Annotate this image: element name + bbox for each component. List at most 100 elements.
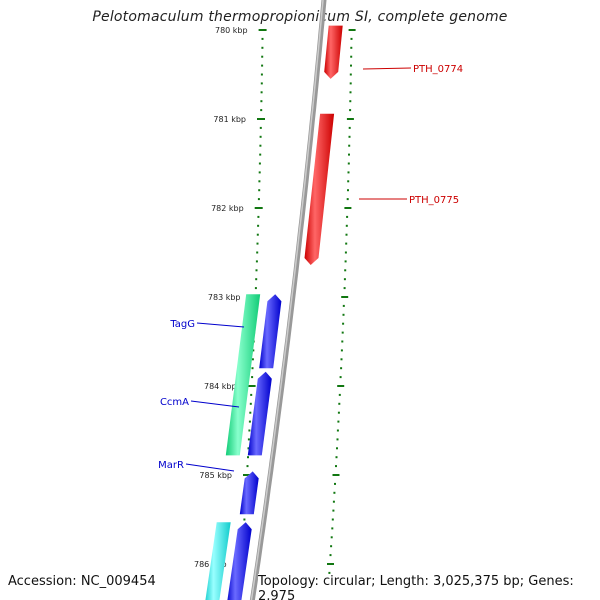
- gene-label-leader: [362, 67, 412, 70]
- cyan-feature-band: [205, 522, 231, 600]
- pth-0774-feature: [324, 25, 343, 79]
- scale-dot-outer: [331, 527, 334, 530]
- scale-dot-inner: [251, 376, 254, 379]
- scale-dot-outer: [342, 313, 345, 316]
- scale-dot-outer: [340, 367, 343, 370]
- scale-dot-outer: [344, 251, 347, 254]
- scale-dot-inner: [256, 242, 259, 245]
- scale-tick-label: 780 kbp: [215, 26, 248, 35]
- scale-dot-inner: [247, 438, 250, 441]
- scale-dot-inner: [261, 46, 264, 49]
- scale-dot-outer: [346, 198, 349, 201]
- backbone-highlight: [250, 0, 324, 600]
- topology-label: Topology: circular; Length: 3,025,375 bp…: [258, 574, 600, 600]
- scale-dot-outer: [341, 331, 344, 334]
- tagg-feature: [259, 294, 282, 369]
- scale-dot-outer: [330, 545, 333, 548]
- scale-dot-inner: [248, 420, 251, 423]
- scale-dot-inner: [259, 135, 262, 138]
- scale-dot-outer: [349, 73, 352, 76]
- scale-dot-inner: [260, 109, 263, 112]
- scale-dot-inner: [259, 144, 262, 147]
- scale-dot-outer: [350, 55, 353, 58]
- scale-dot-inner: [246, 465, 249, 468]
- ccma-feature: [247, 371, 272, 456]
- scale-tick-label: 783 kbp: [208, 293, 241, 302]
- scale-dot-outer: [336, 429, 339, 432]
- scale-tick-label: 784 kbp: [204, 382, 237, 391]
- scale-dot-outer: [349, 91, 352, 94]
- scale-dot-outer: [338, 402, 341, 405]
- scale-dot-outer: [345, 224, 348, 227]
- scale-dot-outer: [328, 571, 331, 574]
- scale-dot-inner: [251, 358, 254, 361]
- scale-dot-inner: [243, 474, 251, 476]
- scale-dot-outer: [344, 269, 347, 272]
- scale-dot-outer: [350, 37, 353, 40]
- scale-dot-outer: [348, 126, 351, 129]
- scale-dot-outer: [347, 180, 350, 183]
- scale-dot-outer: [337, 420, 340, 423]
- scale-dot-inner: [256, 251, 259, 254]
- scale-dot-inner: [261, 37, 264, 40]
- scale-tick-label: 785 kbp: [199, 471, 232, 480]
- scale-dot-outer: [336, 438, 339, 441]
- scale-dot-outer: [339, 376, 342, 379]
- scale-dot-outer: [343, 287, 346, 290]
- backbone-arc: [249, 0, 327, 600]
- scale-dot-outer: [337, 385, 345, 387]
- scale-dot-inner: [258, 180, 261, 183]
- scale-dot-outer: [350, 46, 353, 49]
- unnamed-feature: [227, 522, 252, 600]
- gene-label: PTH_0775: [409, 195, 459, 206]
- scale-dot-outer: [340, 349, 343, 352]
- scale-dot-outer: [346, 118, 354, 120]
- scale-dot-outer: [338, 393, 341, 396]
- scale-dot-outer: [347, 162, 350, 165]
- scale-dot-inner: [257, 198, 260, 201]
- scale-dot-inner: [258, 162, 261, 165]
- scale-dot-inner: [255, 278, 258, 281]
- scale-dot-outer: [344, 260, 347, 263]
- gene-label: MarR: [158, 460, 184, 471]
- scale-tick-label: 781 kbp: [213, 115, 246, 124]
- scale-dot-outer: [329, 554, 332, 557]
- scale-dot-outer: [348, 144, 351, 147]
- scale-dot-inner: [254, 287, 257, 290]
- scale-dot-outer: [331, 518, 334, 521]
- scale-dot-outer: [345, 242, 348, 245]
- scale-dot-inner: [258, 189, 261, 192]
- scale-dot-inner: [251, 367, 254, 370]
- scale-dot-outer: [341, 296, 349, 298]
- scale-dot-outer: [327, 563, 334, 565]
- gene-label: CcmA: [160, 397, 189, 408]
- scale-dot-outer: [333, 491, 336, 494]
- scale-dot-inner: [257, 224, 260, 227]
- scale-dot-outer: [346, 215, 349, 218]
- scale-dot-inner: [249, 402, 252, 405]
- scale-dot-inner: [248, 429, 251, 432]
- scale-dot-inner: [247, 447, 250, 450]
- scale-dot-inner: [247, 385, 256, 387]
- scale-dot-inner: [260, 91, 263, 94]
- scale-dot-inner: [261, 64, 264, 67]
- scale-dot-outer: [349, 82, 352, 85]
- scale-tick-label: 786 kbp: [194, 560, 227, 569]
- gene-label: TagG: [169, 319, 195, 330]
- scale-dot-inner: [259, 126, 262, 129]
- gene-label-leader: [190, 400, 240, 408]
- scale-dot-inner: [252, 349, 255, 352]
- scale-dot-outer: [335, 456, 338, 459]
- scale-dot-inner: [261, 55, 264, 58]
- scale-dot-outer: [347, 171, 350, 174]
- scale-dot-outer: [335, 465, 337, 468]
- scale-dot-outer: [332, 500, 335, 503]
- scale-dot-inner: [260, 100, 263, 103]
- scale-dot-outer: [348, 29, 356, 31]
- scale-dot-outer: [350, 64, 352, 67]
- scale-dot-inner: [247, 456, 249, 459]
- scale-dot-outer: [330, 536, 333, 539]
- scale-dot-inner: [254, 207, 263, 209]
